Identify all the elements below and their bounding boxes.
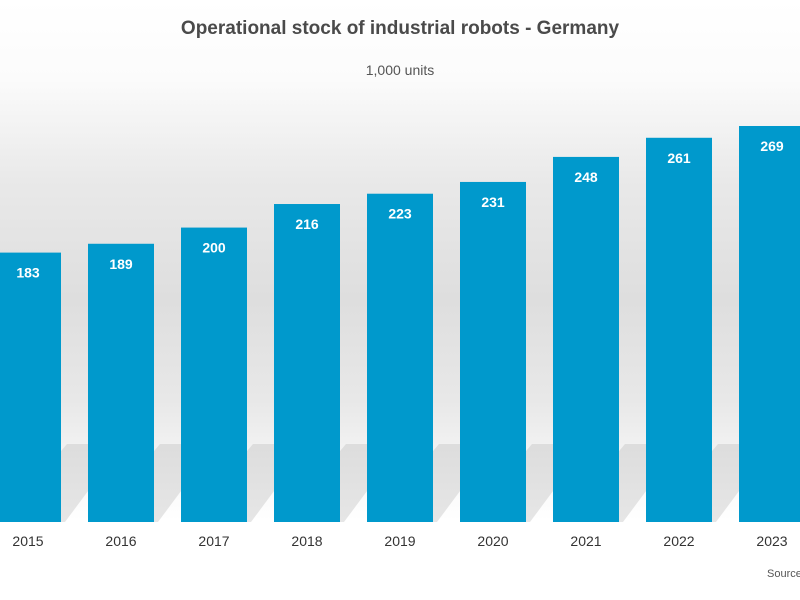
source-note: Source xyxy=(767,568,800,580)
x-tick-label: 2022 xyxy=(663,533,694,549)
x-tick-label: 2015 xyxy=(12,533,43,549)
bar-2022 xyxy=(646,137,712,522)
bar-value-label: 183 xyxy=(16,265,40,281)
bar-2020 xyxy=(460,181,526,522)
bar-value-label: 200 xyxy=(202,240,226,256)
bar-value-label: 223 xyxy=(388,206,412,222)
bar-value-label: 248 xyxy=(574,169,598,185)
bar-2016 xyxy=(88,243,154,522)
bar-value-label: 231 xyxy=(481,194,505,210)
bar-value-label: 261 xyxy=(667,150,691,166)
chart-subtitle: 1,000 units xyxy=(365,62,435,78)
bar-2021 xyxy=(553,156,619,523)
bar-2015 xyxy=(0,252,61,522)
x-tick-label: 2021 xyxy=(570,533,601,549)
x-tick-label: 2018 xyxy=(291,533,322,549)
bar-2017 xyxy=(181,227,247,522)
bar-2019 xyxy=(367,193,433,522)
bar-value-label: 189 xyxy=(109,256,133,272)
bar-value-label: 269 xyxy=(760,138,784,154)
x-tick-label: 2016 xyxy=(105,533,136,549)
x-tick-label: 2020 xyxy=(477,533,508,549)
x-tick-label: 2023 xyxy=(756,533,787,549)
x-tick-label: 2019 xyxy=(384,533,415,549)
x-axis-tick-labels: 2015 2016 2017 2018 2019 2020 2021 2022 2023 xyxy=(12,533,787,549)
bars-group xyxy=(0,126,800,523)
x-tick-label: 2017 xyxy=(198,533,229,549)
bar-value-label: 216 xyxy=(295,216,319,232)
bar-2018 xyxy=(274,204,340,522)
bar-labels-group: 183 189 200 216 223 231 248 261 269 xyxy=(16,138,784,281)
bar-2023 xyxy=(739,126,800,522)
chart-title: Operational stock of industrial robots -… xyxy=(180,18,620,39)
